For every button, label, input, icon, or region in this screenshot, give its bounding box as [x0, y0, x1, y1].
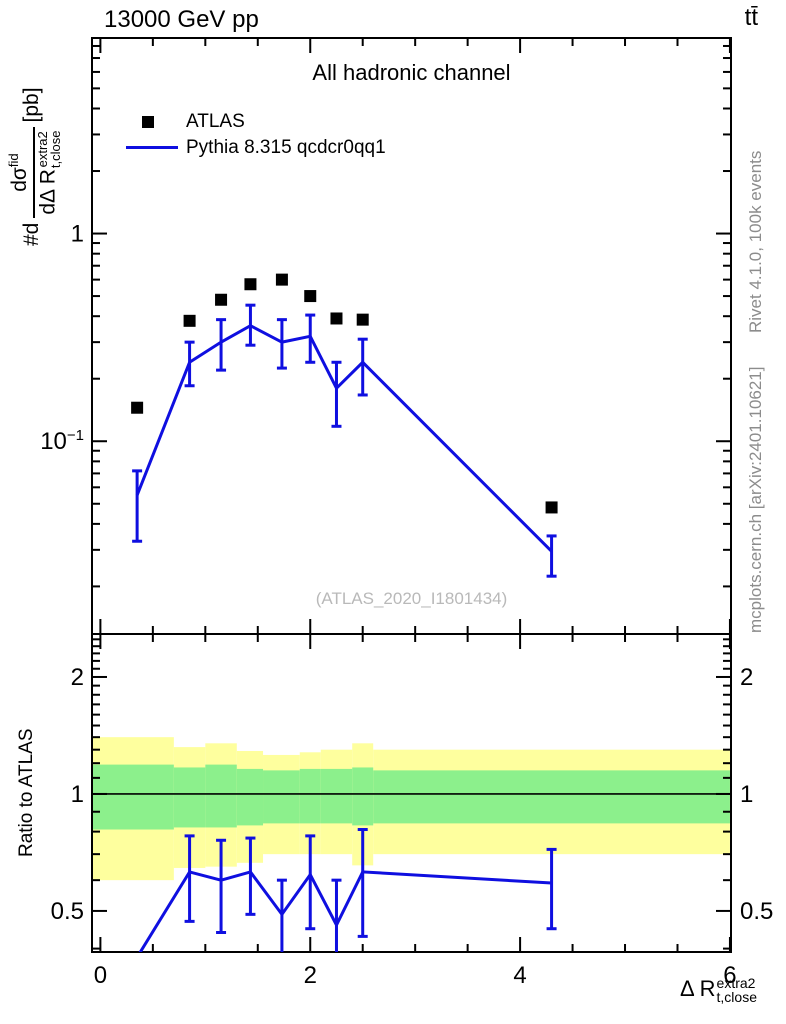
mcplots-credit-note: mcplots.cern.ch [arXiv:2401.10621] [746, 366, 765, 633]
channel-title: All hadronic channel [312, 60, 511, 85]
atlas-legend-marker [142, 116, 154, 128]
pythia-series-main [132, 303, 557, 578]
main-y-tick-label: 1 [71, 221, 84, 248]
ylabel-prefix: #d [20, 222, 43, 246]
analysis-watermark: (ATLAS_2020_I1801434) [315, 589, 508, 608]
ratio-y-tick-label-left: 0.5 [51, 898, 84, 925]
atlas-legend-label: ATLAS [186, 111, 245, 132]
uncertainty-bands [92, 737, 730, 881]
ratio-y-tick-label-right: 2 [740, 664, 753, 691]
ratio-y-axis-label: Ratio to ATLAS [16, 728, 37, 858]
ratio-panel-frame [91, 633, 732, 953]
x-tick-label: 0 [94, 962, 107, 989]
pythia-series-ratio [138, 828, 557, 952]
ratio-y-tick-label-right: 0.5 [740, 898, 773, 925]
ylabel-units: [pb] [20, 87, 43, 123]
ratio-y-tick-label-left: 2 [71, 664, 84, 691]
beam-energy-title: 13000 GeV pp [104, 6, 259, 33]
ratio-y-tick-label-left: 1 [71, 781, 84, 808]
ylabel-numerator: dσfid [2, 127, 35, 218]
atlas-series-main [131, 273, 558, 514]
ratio-y-tick-label-right: 1 [740, 781, 753, 808]
rivet-version-note: Rivet 4.1.0, 100k events [746, 150, 765, 333]
x-tick-label: 6 [723, 962, 736, 989]
process-label: tt̄ [744, 4, 758, 31]
pythia-legend-label: Pythia 8.315 qcdcr0qq1 [186, 137, 386, 158]
axis-ticks [92, 38, 731, 952]
pythia-legend-marker [126, 146, 178, 149]
x-tick-label: 4 [513, 962, 526, 989]
x-tick-label: 2 [304, 962, 317, 989]
main-y-tick-label: 10−1 [40, 427, 84, 455]
